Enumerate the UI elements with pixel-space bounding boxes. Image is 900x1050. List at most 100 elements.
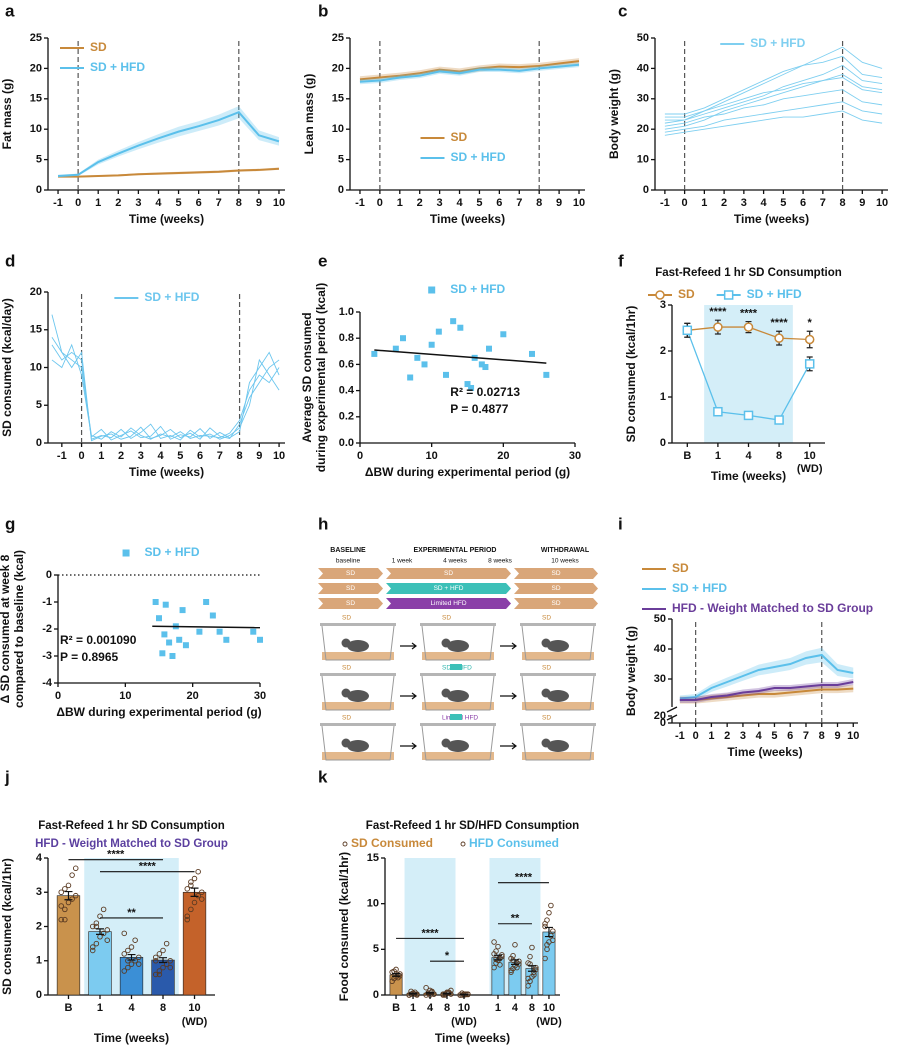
y-axis-label: SD consumed (kcal/1hr) xyxy=(0,858,14,995)
x-tick-label: 5 xyxy=(771,730,777,742)
data-point xyxy=(160,964,166,971)
fit-line xyxy=(152,625,261,629)
series-line xyxy=(679,653,854,700)
point xyxy=(161,631,168,638)
error-bar xyxy=(510,959,519,966)
data-point xyxy=(65,882,72,889)
x-tick-label: B xyxy=(392,1002,400,1014)
x-tick-label: 4 xyxy=(456,197,463,209)
x-tick-label: 1 xyxy=(410,1002,416,1014)
x-tick-label: 20 xyxy=(497,450,509,462)
x-tick-label: 8 xyxy=(819,730,825,742)
data-point xyxy=(491,964,497,971)
shaded-period xyxy=(404,858,456,995)
y-axis-label: Average SD consumed xyxy=(300,312,314,442)
x-tick-label: 0 xyxy=(75,197,81,209)
legend-swatch xyxy=(428,286,436,294)
point xyxy=(392,345,399,352)
data-point xyxy=(495,943,501,950)
mouse-head xyxy=(441,638,451,648)
point xyxy=(182,642,189,649)
y-tick-label: 20 xyxy=(637,123,649,135)
y-tick-label: 0 xyxy=(660,437,666,449)
data-point xyxy=(542,923,548,930)
x-tick-label: 2 xyxy=(118,450,124,462)
series-line xyxy=(679,681,854,701)
y-tick-label: 0.0 xyxy=(339,437,354,449)
x-tick-label: 7 xyxy=(216,197,222,209)
series-line xyxy=(57,110,280,178)
data-point xyxy=(58,889,64,896)
marker xyxy=(723,290,734,300)
y-axis-label: Lean mass (g) xyxy=(302,74,316,155)
data-point xyxy=(125,958,131,964)
y-tick-label: 40 xyxy=(637,62,649,74)
data-point xyxy=(89,923,96,930)
x-tick-label: 10 xyxy=(273,450,285,462)
marker xyxy=(743,410,754,421)
x-tick-label: 4 xyxy=(756,730,763,742)
x-tick-label: 8 xyxy=(237,450,243,462)
x-tick-label: 3 xyxy=(740,730,746,742)
x-tick-label: 4 xyxy=(158,450,165,462)
x-tick-sublabel: (WD) xyxy=(536,1016,562,1028)
y-tick-label: 20 xyxy=(332,62,344,74)
series-line xyxy=(58,167,280,178)
significance-label: **** xyxy=(421,927,439,939)
significance-label: **** xyxy=(740,307,758,319)
mouse-head xyxy=(541,688,551,698)
series-line xyxy=(664,101,883,133)
y-axis-label: during experimental period (kcal) xyxy=(314,283,328,472)
significance-label: ** xyxy=(127,907,136,919)
x-tick-label: 10 xyxy=(426,450,438,462)
point xyxy=(529,350,535,357)
cage-lid xyxy=(520,673,596,676)
data-point xyxy=(69,896,75,902)
timeline-label: SD xyxy=(346,585,355,592)
y-axis-label: Fat mass (g) xyxy=(0,79,14,150)
annotation: P = 0.8965 xyxy=(60,650,118,664)
panel-label: f xyxy=(618,251,624,270)
data-point xyxy=(152,954,159,961)
series-line xyxy=(664,110,883,136)
cage xyxy=(521,725,595,761)
x-tick-label: 8 xyxy=(776,450,782,462)
data-point xyxy=(72,892,79,899)
y-tick-label: 10 xyxy=(332,123,344,135)
x-tick-label: 2 xyxy=(417,197,423,209)
point xyxy=(443,371,449,378)
mouse xyxy=(547,690,569,702)
significance-label: **** xyxy=(709,306,727,318)
legend-label: SD xyxy=(90,40,107,54)
x-tick-label: 8 xyxy=(529,1002,535,1014)
data-point xyxy=(167,958,174,964)
cage-label: SD xyxy=(542,715,551,722)
y-tick-label: 5 xyxy=(36,154,42,166)
x-tick-label: 3 xyxy=(138,450,144,462)
flow-arrow xyxy=(500,642,517,650)
data-point xyxy=(491,939,497,945)
data-point xyxy=(136,954,142,961)
marker xyxy=(804,334,815,345)
data-point xyxy=(393,966,399,973)
mouse xyxy=(447,690,469,702)
bar xyxy=(542,931,556,996)
data-point xyxy=(497,962,503,968)
error-band xyxy=(679,647,854,702)
data-point xyxy=(542,921,548,927)
y-axis-label: Δ SD consumed at week 8 xyxy=(0,554,12,703)
data-point xyxy=(72,865,79,872)
series-line xyxy=(359,60,580,81)
data-point xyxy=(104,937,111,943)
legend-label: SD + HFD xyxy=(144,290,199,304)
data-point xyxy=(191,899,198,906)
panel-label: k xyxy=(318,767,328,786)
x-tick-label: 1 xyxy=(98,450,104,462)
y-tick-label: 4 xyxy=(36,852,43,864)
cage xyxy=(321,675,395,711)
timeline-label: SD xyxy=(551,600,560,607)
x-tick-label: 0 xyxy=(55,690,61,702)
phase-label: EXPERIMENTAL PERIOD xyxy=(414,547,497,554)
y-tick-label: 0 xyxy=(36,989,42,1001)
cage-bedding xyxy=(422,702,494,710)
